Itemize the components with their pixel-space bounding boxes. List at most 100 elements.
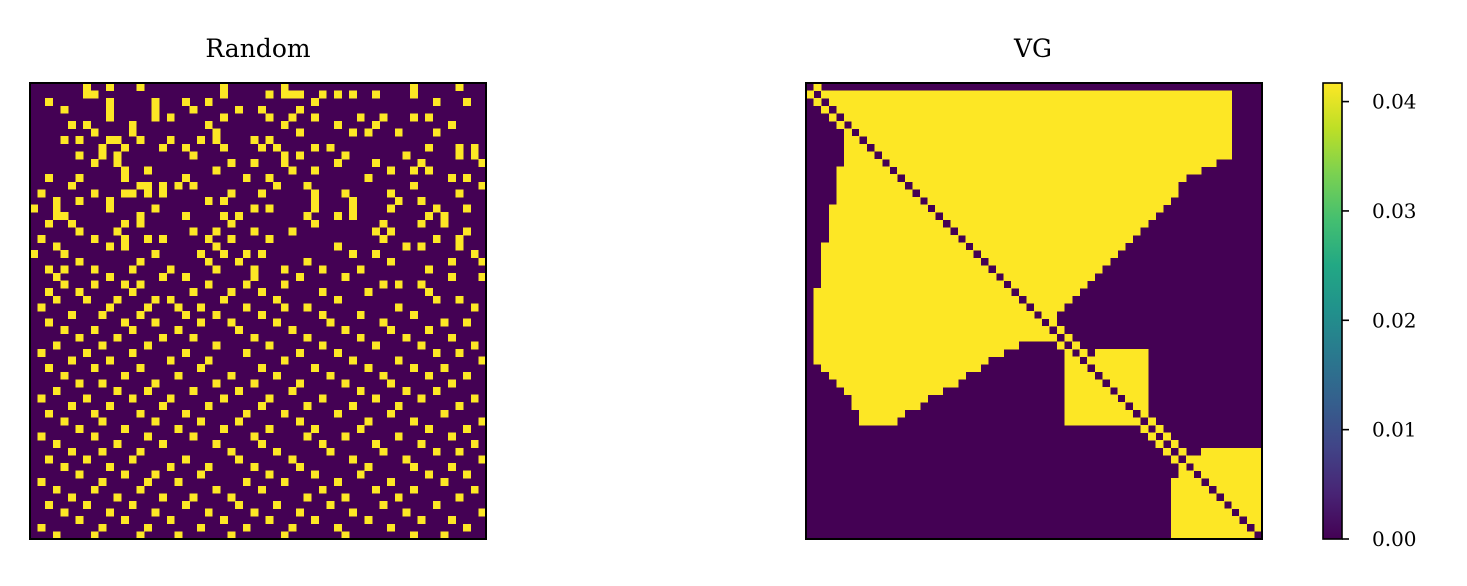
heatmap-cell xyxy=(1117,417,1126,426)
heatmap-cell xyxy=(859,113,868,122)
heatmap-cell xyxy=(1064,136,1073,145)
heatmap-cell xyxy=(882,341,890,350)
heatmap-cell xyxy=(950,235,959,243)
heatmap-cell xyxy=(1003,311,1012,319)
heatmap-cell xyxy=(942,197,951,205)
heatmap-cell xyxy=(1140,394,1149,403)
heatmap-cell xyxy=(904,394,913,403)
heatmap-cell xyxy=(334,523,342,532)
heatmap-cell xyxy=(296,463,304,471)
heatmap-cell xyxy=(965,174,974,183)
heatmap-cell xyxy=(1003,189,1012,198)
heatmap-cell xyxy=(1110,174,1118,183)
heatmap-cell xyxy=(1193,159,1202,167)
heatmap-cell xyxy=(1246,508,1255,517)
heatmap-cell xyxy=(265,516,274,525)
heatmap-cell xyxy=(1056,189,1065,198)
heatmap-cell xyxy=(1072,273,1080,281)
heatmap-cell xyxy=(1026,204,1035,213)
heatmap-cell xyxy=(844,273,852,281)
heatmap-cell xyxy=(828,219,837,228)
heatmap-cell xyxy=(973,143,982,152)
heatmap-cell xyxy=(1125,166,1134,175)
heatmap-cell xyxy=(851,212,860,221)
heatmap-cell xyxy=(927,98,936,107)
heatmap-cell xyxy=(1178,128,1187,137)
heatmap-cell xyxy=(1102,371,1111,380)
heatmap-cell xyxy=(935,349,944,357)
heatmap-cell xyxy=(1193,121,1202,129)
heatmap-cell xyxy=(1163,98,1172,107)
heatmap-cell xyxy=(1003,227,1012,236)
heatmap-cell xyxy=(828,227,837,236)
heatmap-cell xyxy=(866,326,875,335)
heatmap-cell xyxy=(90,326,99,335)
heatmap-cell xyxy=(1072,98,1080,107)
heatmap-cell xyxy=(904,174,913,183)
heatmap-cell xyxy=(1094,417,1103,426)
heatmap-cell xyxy=(1246,516,1255,525)
heatmap-cell xyxy=(1094,364,1103,373)
heatmap-cell xyxy=(882,265,890,274)
heatmap-cell xyxy=(973,166,982,175)
heatmap-cell xyxy=(182,409,190,418)
heatmap-cell xyxy=(45,455,54,464)
heatmap-cell xyxy=(273,501,282,509)
heatmap-cell xyxy=(950,105,959,114)
heatmap-cell xyxy=(1018,105,1027,114)
heatmap-cell xyxy=(1246,485,1255,494)
heatmap-cell xyxy=(897,341,906,350)
heatmap-cell xyxy=(1094,90,1103,99)
heatmap-cell xyxy=(1246,463,1255,471)
heatmap-cell xyxy=(897,151,906,160)
heatmap-cell xyxy=(60,105,69,114)
heatmap-cell xyxy=(113,295,122,304)
heatmap-cell xyxy=(1148,136,1156,145)
heatmap-cell xyxy=(1140,379,1149,388)
heatmap-cell xyxy=(988,303,997,312)
heatmap-cell xyxy=(813,98,822,107)
heatmap-cell xyxy=(1087,159,1096,167)
heatmap-cell xyxy=(904,364,913,373)
heatmap-cell xyxy=(1094,105,1103,114)
heatmap-cell xyxy=(996,121,1004,129)
heatmap-cell xyxy=(364,288,373,297)
heatmap-cell xyxy=(965,318,974,327)
heatmap-cell xyxy=(950,326,959,335)
heatmap-cell xyxy=(1132,151,1141,160)
heatmap-cell xyxy=(904,349,913,357)
heatmap-cell xyxy=(927,364,936,373)
heatmap-cell xyxy=(942,204,951,213)
heatmap-cell xyxy=(973,90,982,99)
heatmap-cell xyxy=(889,288,898,297)
heatmap-cell xyxy=(151,204,160,213)
heatmap-cell xyxy=(859,288,868,297)
heatmap-cell xyxy=(874,235,883,243)
heatmap-cell xyxy=(1246,447,1255,456)
heatmap-cell xyxy=(121,280,130,289)
heatmap-cell xyxy=(927,227,936,236)
heatmap-cell xyxy=(1034,257,1042,266)
heatmap-cell xyxy=(851,181,860,190)
heatmap-cell xyxy=(387,326,396,335)
heatmap-cell xyxy=(60,371,69,380)
heatmap-cell xyxy=(882,98,890,107)
heatmap-cell xyxy=(1110,235,1118,243)
heatmap-cell xyxy=(1094,242,1103,251)
heatmap-cell xyxy=(973,295,982,304)
heatmap-cell xyxy=(904,143,913,152)
heatmap-cell xyxy=(1018,326,1027,335)
heatmap-cell xyxy=(364,417,373,426)
heatmap-cell xyxy=(1170,136,1179,145)
heatmap-cell xyxy=(844,166,852,175)
heatmap-cell xyxy=(280,90,289,99)
heatmap-cell xyxy=(463,371,472,380)
heatmap-cell xyxy=(1193,463,1202,471)
heatmap-cell xyxy=(851,121,860,129)
heatmap-cell xyxy=(1064,121,1073,129)
heatmap-cell xyxy=(159,402,168,411)
heatmap-cell xyxy=(996,105,1004,114)
heatmap-cell xyxy=(1049,295,1058,304)
heatmap-cell xyxy=(1026,219,1035,228)
heatmap-cell xyxy=(448,333,456,342)
